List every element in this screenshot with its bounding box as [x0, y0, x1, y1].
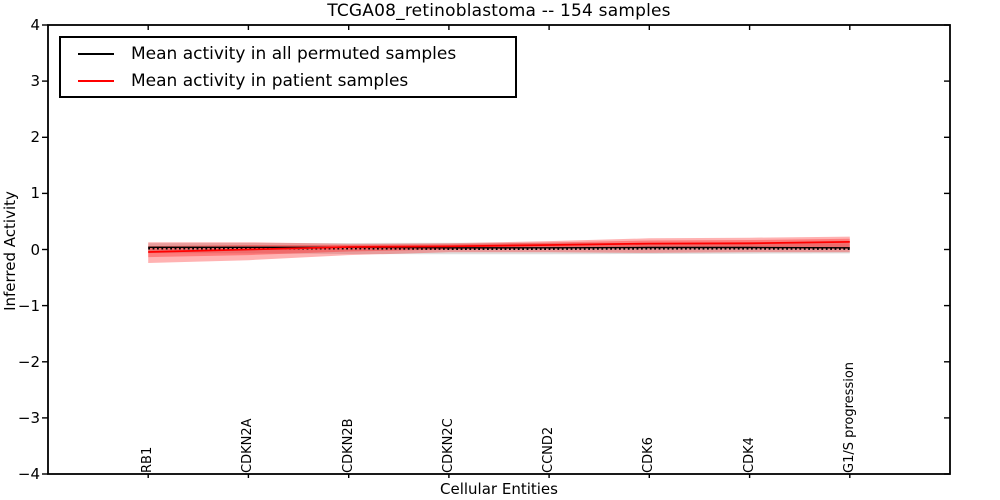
x-tick-label: RB1 [140, 446, 156, 473]
legend-line-sample-black-icon [78, 52, 114, 55]
legend: Mean activity in all permuted samples Me… [59, 36, 517, 98]
y-tick-label: 0 [30, 240, 40, 259]
y-tick-label: −2 [17, 352, 40, 371]
permuted-samples-std-band [148, 242, 850, 255]
legend-entry-permuted: Mean activity in all permuted samples [61, 40, 515, 67]
legend-label-permuted: Mean activity in all permuted samples [131, 43, 457, 64]
x-axis-label: Cellular Entities [440, 480, 558, 498]
series-permuted-mean-line [148, 246, 850, 249]
x-tick-label: CDKN2C [440, 418, 456, 473]
x-tick-label: CDKN2A [240, 418, 256, 473]
x-tick-label: CCND2 [541, 426, 557, 473]
legend-entry-patient: Mean activity in patient samples [61, 67, 515, 94]
x-tick-label: G1/S progression [841, 361, 857, 473]
y-tick-label: −4 [17, 465, 40, 483]
legend-label-patient: Mean activity in patient samples [131, 70, 409, 91]
x-tick-label: CDK6 [641, 437, 657, 473]
legend-line-sample-red-icon [78, 79, 114, 82]
y-tick-label: 4 [30, 16, 40, 34]
y-tick-label: 2 [30, 128, 40, 147]
series-patient-mean-line [148, 241, 850, 253]
y-tick-label: −1 [17, 296, 40, 315]
y-tick-label: 1 [30, 184, 40, 203]
y-tick-label: −3 [17, 408, 40, 427]
x-tick-label: CDK4 [741, 437, 757, 473]
y-tick-label: 3 [30, 72, 40, 91]
x-tick-label: CDKN2B [340, 418, 356, 473]
chart-title: TCGA08_retinoblastoma -- 154 samples [327, 1, 671, 21]
